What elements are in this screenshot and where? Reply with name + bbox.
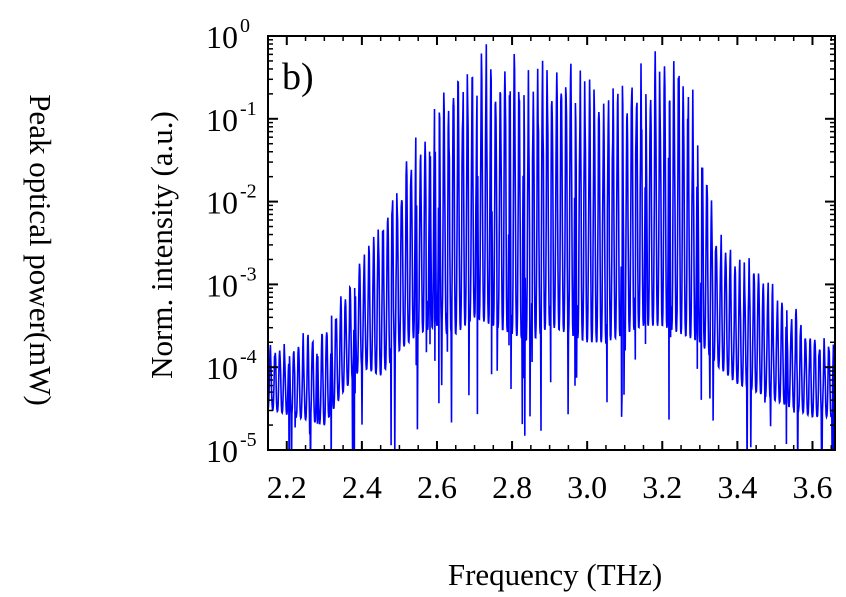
x-axis-label: Frequency (THz): [447, 557, 663, 592]
y-axis-label: Norm. intensity (a.u.): [144, 111, 179, 379]
x-tick-label: 2.8: [492, 469, 532, 505]
y-tick-label: 10: [206, 350, 238, 386]
y-tick-exponent: -5: [240, 429, 257, 451]
x-tick-label: 3.4: [717, 469, 757, 505]
y-tick-exponent: -2: [240, 181, 257, 203]
plot-area: 2.2 2.4 2.6 2.8 3.0 3.2 3.4 3.610 010 -110 -210 -31…: [206, 15, 836, 505]
outer-y-axis-label: Peak optical power(mW): [23, 94, 58, 406]
y-tick-exponent: -1: [240, 98, 257, 120]
x-tick-label: 2.6: [417, 469, 457, 505]
x-tick-label: 3.0: [567, 469, 607, 505]
data-series-line: [268, 44, 835, 450]
plot-frame: [267, 35, 836, 451]
x-tick-label: 2.2: [267, 469, 307, 505]
y-tick-label: 10: [206, 185, 238, 221]
panel-label: b): [282, 56, 314, 98]
x-tick-label: 3.6: [792, 469, 832, 505]
y-tick-label: 10: [206, 433, 238, 469]
y-tick-label: 10: [206, 267, 238, 303]
x-tick-label: 3.2: [642, 469, 682, 505]
y-tick-label: 10: [206, 19, 238, 55]
y-tick-exponent: 0: [240, 15, 250, 37]
y-tick-label: 10: [206, 102, 238, 138]
y-tick-exponent: -3: [240, 263, 257, 285]
y-tick-exponent: -4: [240, 346, 257, 368]
x-tick-label: 2.4: [342, 469, 382, 505]
